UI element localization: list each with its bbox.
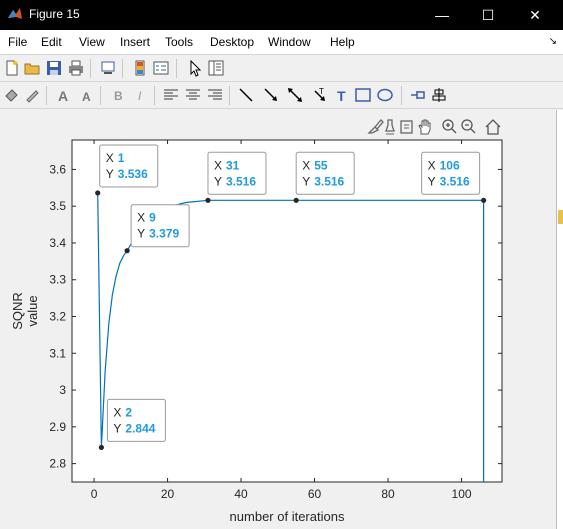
- toolbar-separator: [90, 59, 91, 78]
- menu-help[interactable]: Help: [330, 35, 355, 49]
- minimize-button[interactable]: —: [435, 7, 449, 23]
- font-increase-icon[interactable]: A: [55, 86, 73, 104]
- text-box-icon[interactable]: T: [333, 86, 351, 104]
- home-icon[interactable]: [485, 119, 501, 135]
- toolbar-separator: [154, 86, 155, 105]
- toolbar-separator: [122, 59, 123, 78]
- svg-text:T: T: [319, 87, 324, 96]
- save-export-icon[interactable]: [400, 120, 413, 134]
- toolbar-separator: [229, 86, 230, 105]
- pan-icon[interactable]: [418, 119, 431, 135]
- panel-tab-marker: [558, 210, 563, 224]
- menu-bar: File Edit View Insert Tools Desktop Wind…: [0, 30, 563, 54]
- font-decrease-icon[interactable]: A: [78, 86, 96, 104]
- docked-panel-edge: [556, 110, 563, 529]
- zoom-in-icon[interactable]: [442, 119, 457, 134]
- align-left-icon[interactable]: [162, 86, 180, 104]
- double-arrow-icon[interactable]: [286, 86, 304, 104]
- ellipse-icon[interactable]: [376, 86, 394, 104]
- pin-icon[interactable]: [409, 86, 427, 104]
- toolbar-separator: [100, 86, 101, 105]
- toolbar-separator: [46, 86, 47, 105]
- zoom-out-icon[interactable]: [461, 119, 476, 134]
- line-icon[interactable]: [237, 86, 255, 104]
- menu-file[interactable]: File: [8, 35, 28, 49]
- arrow-icon[interactable]: [262, 86, 280, 104]
- window-title: Figure 15: [29, 7, 80, 21]
- open-icon[interactable]: [23, 59, 41, 77]
- plot-edit-toolbar: A A B I T T: [0, 82, 563, 109]
- save-icon[interactable]: [45, 59, 63, 77]
- svg-text:I: I: [138, 89, 142, 103]
- align-distribute-icon[interactable]: [430, 86, 448, 104]
- bold-icon[interactable]: B: [109, 86, 127, 104]
- menu-view[interactable]: View: [79, 35, 105, 49]
- figure-toolbar: [0, 54, 563, 82]
- text-arrow-icon[interactable]: T: [310, 86, 328, 104]
- colorbar-icon[interactable]: [131, 59, 149, 77]
- menu-insert[interactable]: Insert: [120, 35, 151, 49]
- print-icon[interactable]: [67, 59, 85, 77]
- title-bar: Figure 15 — ☐ ✕: [0, 0, 563, 30]
- figure-canvas: [0, 110, 556, 529]
- align-right-icon[interactable]: [206, 86, 224, 104]
- menu-tools[interactable]: Tools: [165, 35, 194, 49]
- maximize-button[interactable]: ☐: [481, 7, 495, 23]
- matlab-logo-icon: [8, 8, 22, 19]
- toolbar-separator: [176, 59, 177, 78]
- axes-toolbar: [367, 119, 501, 135]
- close-button[interactable]: ✕: [529, 7, 541, 23]
- legend-icon[interactable]: [152, 59, 170, 77]
- menu-edit[interactable]: Edit: [41, 35, 62, 49]
- edit-plot-icon[interactable]: [186, 59, 204, 77]
- menu-window[interactable]: Window: [268, 35, 311, 49]
- line-color-icon[interactable]: [23, 86, 41, 104]
- data-tips-icon[interactable]: [385, 119, 395, 135]
- link-plot-icon[interactable]: [99, 59, 117, 77]
- svg-text:T: T: [337, 88, 346, 104]
- property-inspector-icon[interactable]: [207, 59, 225, 77]
- svg-text:A: A: [82, 90, 91, 104]
- align-center-icon[interactable]: [184, 86, 202, 104]
- menu-desktop[interactable]: Desktop: [210, 35, 255, 49]
- italic-icon[interactable]: I: [131, 86, 149, 104]
- menu-overflow-icon[interactable]: ↘: [548, 36, 557, 47]
- new-figure-icon[interactable]: [3, 59, 21, 77]
- fill-color-icon[interactable]: [3, 86, 21, 104]
- toolbar-separator: [401, 86, 402, 105]
- brush-icon[interactable]: [367, 119, 384, 134]
- rectangle-icon[interactable]: [354, 86, 372, 104]
- svg-text:A: A: [58, 88, 68, 104]
- svg-text:B: B: [114, 89, 123, 103]
